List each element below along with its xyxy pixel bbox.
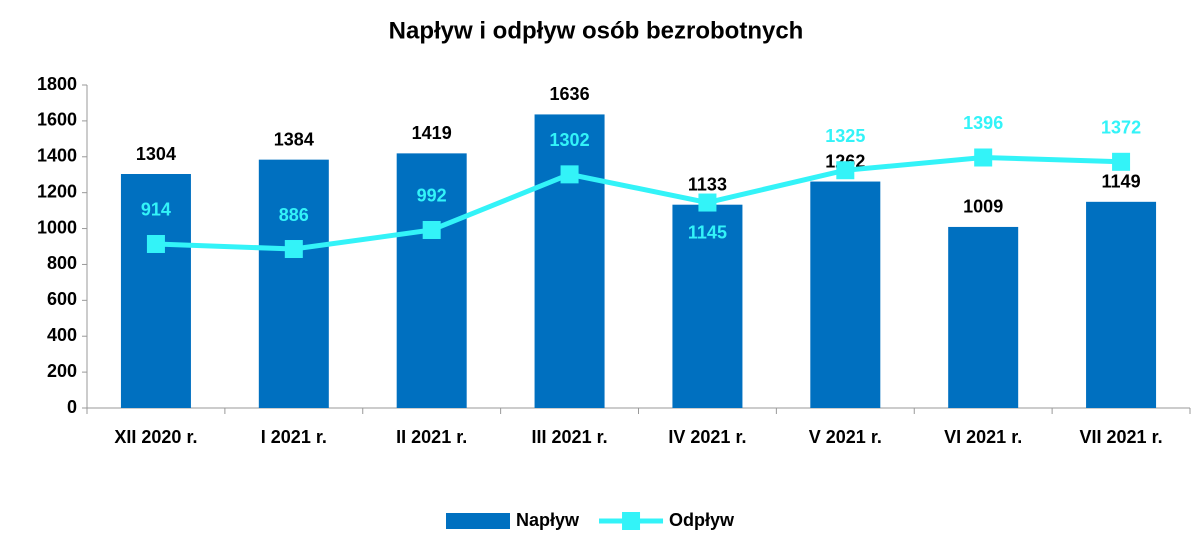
line-marker <box>1112 152 1131 171</box>
y-tick-label: 800 <box>47 253 77 273</box>
legend-label: Odpływ <box>669 510 735 530</box>
bar <box>396 153 467 408</box>
line-marker <box>836 161 855 180</box>
x-tick-label: II 2021 r. <box>396 427 467 447</box>
y-tick-label: 1200 <box>37 181 77 201</box>
y-tick-label: 1400 <box>37 146 77 166</box>
bar-value-label: 1636 <box>550 84 590 104</box>
y-tick-label: 1000 <box>37 217 77 237</box>
bar-value-label: 1133 <box>688 174 727 194</box>
x-tick-label: I 2021 r. <box>261 427 327 447</box>
x-tick-label: VI 2021 r. <box>944 427 1022 447</box>
x-tick-label: IV 2021 r. <box>668 427 746 447</box>
line-marker <box>974 148 993 167</box>
line-value-label: 1145 <box>688 222 727 242</box>
bar <box>1086 201 1157 408</box>
line-value-label: 1396 <box>963 113 1003 133</box>
chart-title: Napływ i odpływ osób bezrobotnych <box>389 17 804 44</box>
bar <box>258 159 329 408</box>
line-value-label: 1372 <box>1101 118 1141 138</box>
y-tick-label: 0 <box>67 397 77 417</box>
line-value-label: 886 <box>279 205 309 225</box>
x-tick-label: III 2021 r. <box>532 427 608 447</box>
legend-label: Napływ <box>516 510 580 530</box>
bar <box>810 181 881 408</box>
x-tick-label: V 2021 r. <box>809 427 882 447</box>
line-marker <box>284 240 303 259</box>
bar-value-label: 1384 <box>274 129 314 149</box>
line-value-label: 992 <box>417 186 447 206</box>
bar-value-label: 1304 <box>136 144 176 164</box>
line-value-label: 914 <box>141 200 171 220</box>
x-tick-label: VII 2021 r. <box>1080 427 1163 447</box>
y-tick-label: 400 <box>47 325 77 345</box>
y-tick-label: 200 <box>47 361 77 381</box>
bar <box>534 114 605 408</box>
line-marker <box>422 220 441 239</box>
bar <box>672 204 743 408</box>
line-marker <box>146 234 165 253</box>
bar <box>948 226 1019 408</box>
line-marker <box>698 193 717 212</box>
y-tick-label: 1800 <box>37 74 77 94</box>
bar-value-label: 1419 <box>412 123 452 143</box>
line-marker <box>560 165 579 184</box>
line-value-label: 1325 <box>825 126 865 146</box>
x-tick-label: XII 2020 r. <box>114 427 197 447</box>
bar <box>120 174 191 408</box>
bar-value-label: 1009 <box>963 197 1003 217</box>
y-tick-label: 600 <box>47 289 77 309</box>
bar-value-label: 1149 <box>1102 172 1141 192</box>
y-tick-label: 1600 <box>37 110 77 130</box>
line-value-label: 1302 <box>550 130 590 150</box>
legend-swatch <box>446 513 510 529</box>
line <box>155 154 1122 252</box>
legend-swatch <box>622 512 641 530</box>
